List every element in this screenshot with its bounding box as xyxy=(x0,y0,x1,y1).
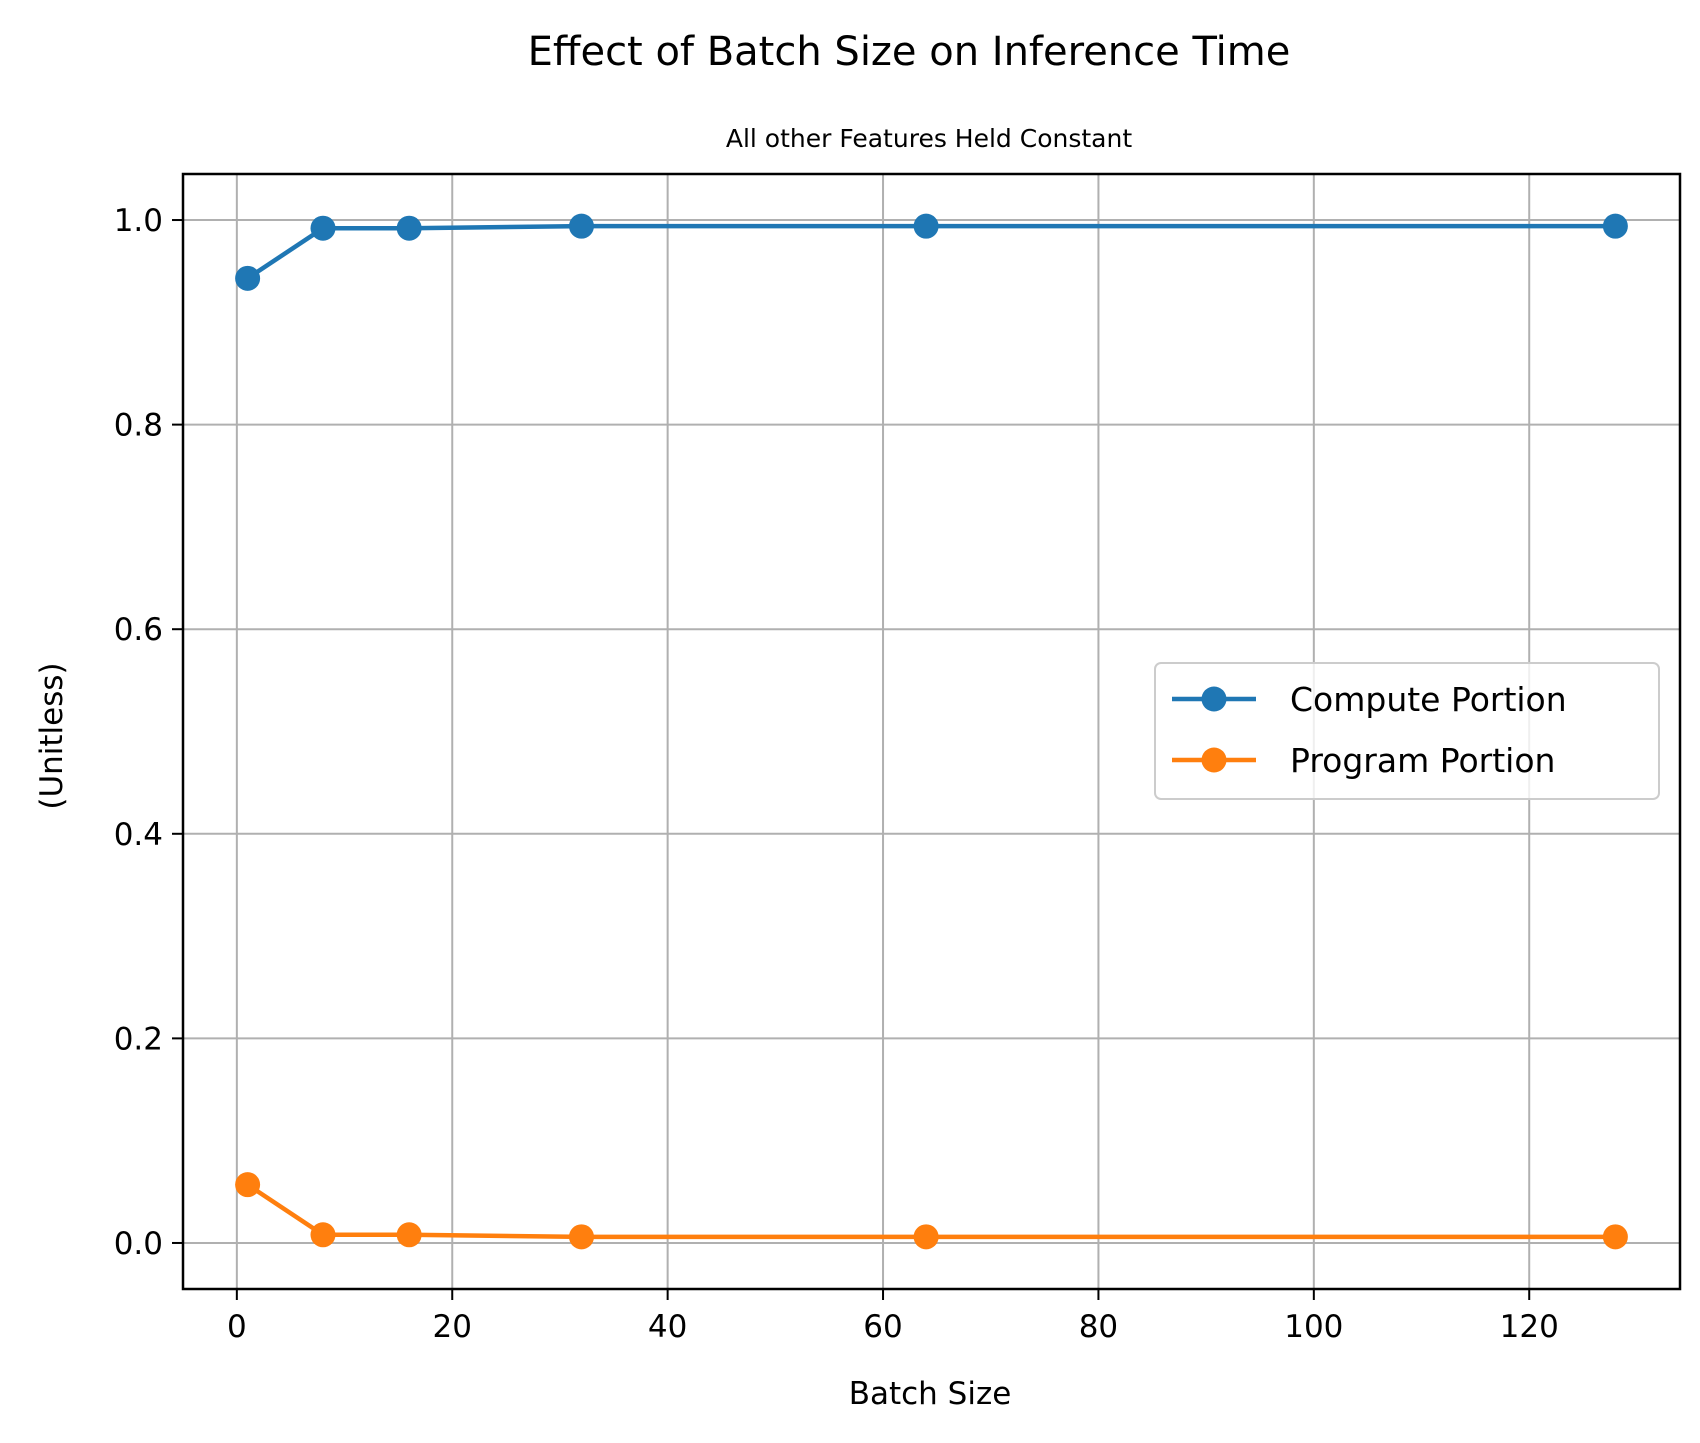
y-tick-label: 0.0 xyxy=(114,1226,163,1262)
y-tick-label: 0.6 xyxy=(114,612,163,648)
x-tick: 120 xyxy=(1500,1289,1559,1345)
data-point xyxy=(913,1224,939,1250)
legend-box xyxy=(1154,662,1660,800)
y-tick-label: 0.4 xyxy=(114,817,163,853)
x-tick-label: 120 xyxy=(1500,1309,1559,1345)
legend-label: Program Portion xyxy=(1290,741,1555,780)
data-point xyxy=(396,1222,422,1248)
x-tick: 80 xyxy=(1079,1289,1118,1345)
data-point xyxy=(396,215,422,241)
data-point xyxy=(310,215,336,241)
y-tick-label: 0.8 xyxy=(114,408,163,444)
y-tick: 0.6 xyxy=(114,612,183,648)
x-tick: 0 xyxy=(227,1289,247,1345)
x-tick-label: 0 xyxy=(227,1309,247,1345)
y-tick-label: 1.0 xyxy=(114,203,163,239)
y-tick: 0.0 xyxy=(114,1226,183,1262)
x-tick-label: 20 xyxy=(433,1309,472,1345)
legend-marker xyxy=(1201,747,1227,773)
data-point xyxy=(310,1222,336,1248)
x-tick: 100 xyxy=(1284,1289,1343,1345)
legend-item: Program Portion xyxy=(1172,741,1555,780)
y-tick: 0.2 xyxy=(114,1021,183,1057)
legend-marker xyxy=(1201,686,1227,712)
y-axis: 0.0 0.2 0.4 0.6 0.8 1.0 xyxy=(114,203,183,1262)
x-tick-label: 100 xyxy=(1284,1309,1343,1345)
chart-title: Effect of Batch Size on Inference Time xyxy=(528,29,1291,75)
x-tick: 60 xyxy=(863,1289,903,1345)
chart-subtitle: All other Features Held Constant xyxy=(726,124,1132,153)
x-axis: 0 20 40 60 80 100 120 xyxy=(227,1289,1559,1345)
x-axis-label: Batch Size xyxy=(849,1376,1012,1412)
series-line xyxy=(244,1181,1618,1240)
series-1 xyxy=(235,213,1628,291)
y-tick: 0.4 xyxy=(114,817,183,853)
plot-frame xyxy=(181,172,1682,1291)
y-tick-label: 0.2 xyxy=(114,1021,163,1057)
data-point xyxy=(235,265,261,291)
legend-label: Compute Portion xyxy=(1290,680,1567,719)
y-axis-label: (Unitless) xyxy=(34,662,70,809)
series-2 xyxy=(235,1172,1628,1250)
x-tick-label: 40 xyxy=(648,1309,687,1345)
x-tick: 20 xyxy=(433,1289,472,1345)
x-tick: 40 xyxy=(648,1289,687,1345)
y-tick: 1.0 xyxy=(114,203,183,239)
data-point xyxy=(568,1224,594,1250)
data-point xyxy=(235,1172,261,1198)
x-tick-label: 80 xyxy=(1079,1309,1118,1345)
legend: Compute Portion Program Portion xyxy=(1154,662,1660,800)
series-layer xyxy=(235,213,1628,1250)
data-point xyxy=(913,213,939,239)
data-point xyxy=(568,213,594,239)
data-point xyxy=(1602,1224,1628,1250)
y-tick: 0.8 xyxy=(114,408,183,444)
data-point xyxy=(1602,213,1628,239)
x-tick-label: 60 xyxy=(863,1309,902,1345)
legend-item: Compute Portion xyxy=(1172,680,1567,719)
series-line xyxy=(244,223,1618,282)
